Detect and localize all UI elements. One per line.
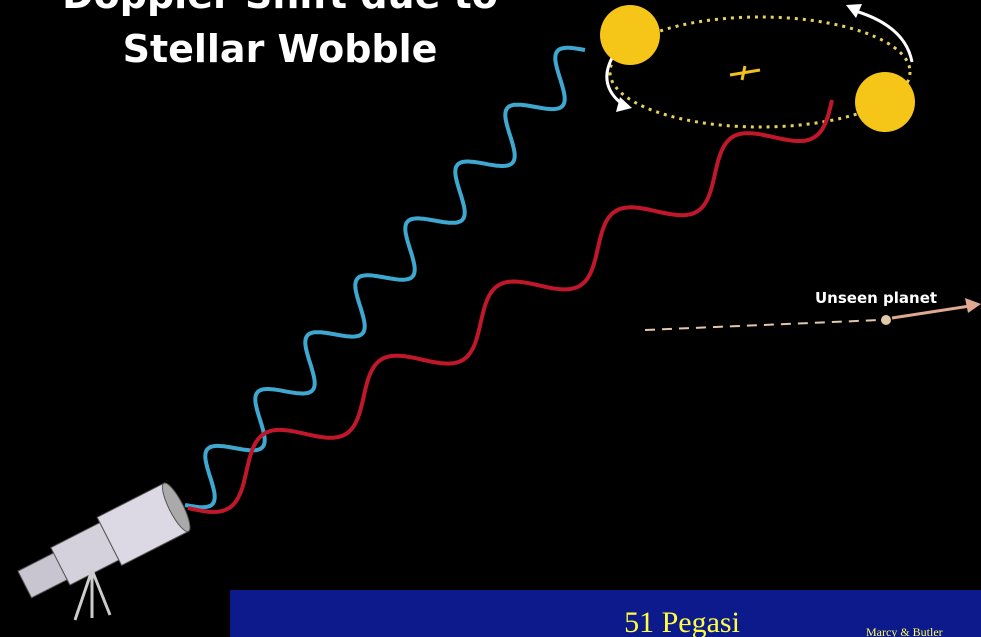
orbit-arrow [851,8,914,63]
blue-wave [184,45,586,510]
planet-label: Unseen planet [815,289,937,307]
red-wave [187,99,834,514]
star-orbit [608,15,912,129]
arrow-head [846,4,862,18]
arrow-head [616,97,632,112]
title-line2: Stellar Wobble [123,27,438,71]
planet-orbit [644,319,881,331]
planet-arrow [891,304,971,320]
inset-title: 51 Pegasi [624,606,740,637]
arrow-head [965,298,981,313]
inset-credit: Marcy & Butler [866,625,943,637]
star [600,5,660,65]
tripod [73,569,112,621]
star [855,72,915,132]
lens [161,482,191,533]
orbit-arrow [605,57,623,106]
inset-panel [230,590,981,637]
planet [881,315,891,325]
center-of-mass [729,65,761,81]
telescope [17,482,191,599]
title-line1: Doppler Shift due to [62,0,498,17]
